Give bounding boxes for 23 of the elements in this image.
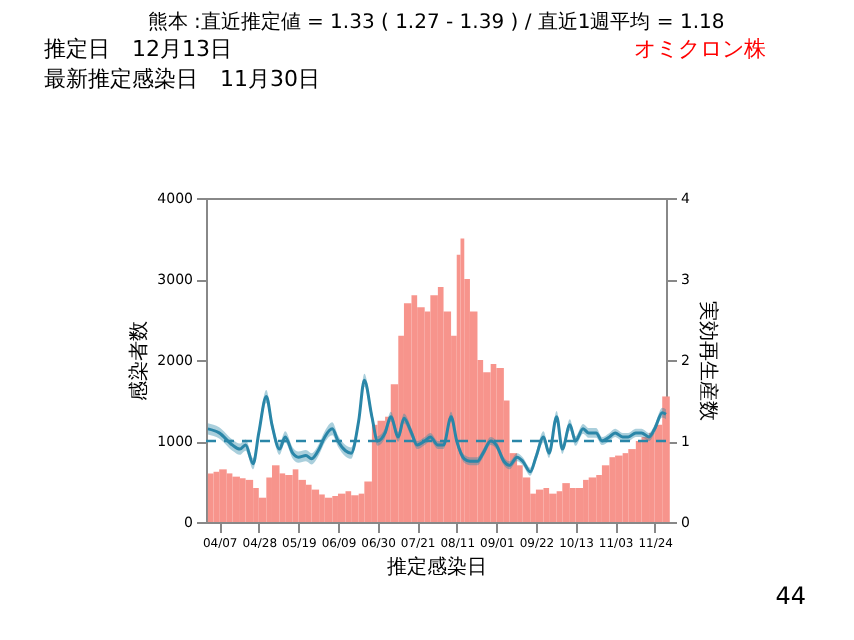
- text: 最新推定感染日 11月30日: [44, 66, 320, 92]
- bar: [575, 487, 584, 522]
- bar: [496, 368, 504, 522]
- bar: [588, 477, 597, 522]
- y-axis-title: 感染者数: [127, 321, 152, 401]
- bar: [403, 303, 412, 522]
- text: オミクロン株: [634, 36, 766, 62]
- bar: [311, 489, 320, 522]
- bar: [337, 493, 346, 522]
- bar: [601, 465, 610, 522]
- text: 44: [775, 582, 806, 610]
- bar: [253, 487, 259, 522]
- y2-axis-title: 実効再生産数: [695, 301, 720, 421]
- bar: [371, 424, 378, 522]
- bar: [245, 479, 254, 522]
- chart-title: 熊本 :直近推定値 = 1.33 ( 1.27 - 1.39 ) / 直近1週平均 = 1.18: [147, 10, 725, 34]
- bar: [324, 497, 333, 522]
- text: 推定日 12月13日: [44, 36, 232, 62]
- bar: [641, 436, 650, 522]
- x-axis-title: 推定感染日: [387, 555, 487, 579]
- bar: [271, 465, 280, 522]
- bar: [207, 473, 214, 522]
- bar: [535, 489, 544, 522]
